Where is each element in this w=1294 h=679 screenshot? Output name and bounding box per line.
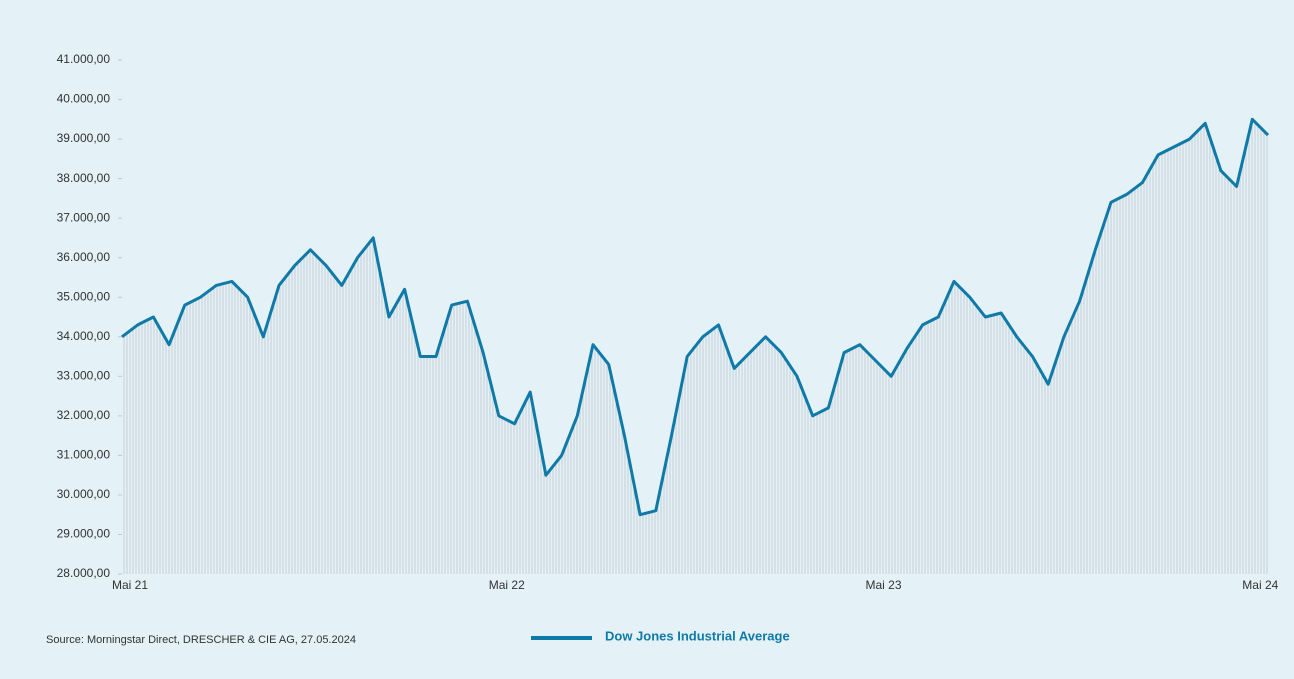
y-tick-label: 40.000,00 bbox=[57, 92, 111, 106]
y-tick-label: 37.000,00 bbox=[57, 210, 111, 224]
legend-label: Dow Jones Industrial Average bbox=[605, 628, 790, 643]
y-tick-label: 32.000,00 bbox=[57, 408, 111, 422]
y-tick-label: 34.000,00 bbox=[57, 329, 111, 343]
y-tick-label: 38.000,00 bbox=[57, 171, 111, 185]
x-tick-label: Mai 21 bbox=[112, 578, 148, 592]
y-tick-label: 41.000,00 bbox=[57, 52, 111, 66]
y-tick-label: 30.000,00 bbox=[57, 487, 111, 501]
y-tick-label: 36.000,00 bbox=[57, 250, 111, 264]
x-tick-label: Mai 23 bbox=[866, 578, 902, 592]
y-tick-label: 28.000,00 bbox=[57, 566, 111, 580]
y-tick-label: 35.000,00 bbox=[57, 289, 111, 303]
y-tick-label: 39.000,00 bbox=[57, 131, 111, 145]
y-tick-label: 33.000,00 bbox=[57, 368, 111, 382]
x-tick-label: Mai 24 bbox=[1242, 578, 1278, 592]
y-tick-label: 31.000,00 bbox=[57, 448, 111, 462]
source-note: Source: Morningstar Direct, DRESCHER & C… bbox=[46, 634, 356, 646]
y-tick-label: 29.000,00 bbox=[57, 527, 111, 541]
series-line bbox=[121, 117, 1270, 517]
x-tick-label: Mai 22 bbox=[489, 578, 525, 592]
